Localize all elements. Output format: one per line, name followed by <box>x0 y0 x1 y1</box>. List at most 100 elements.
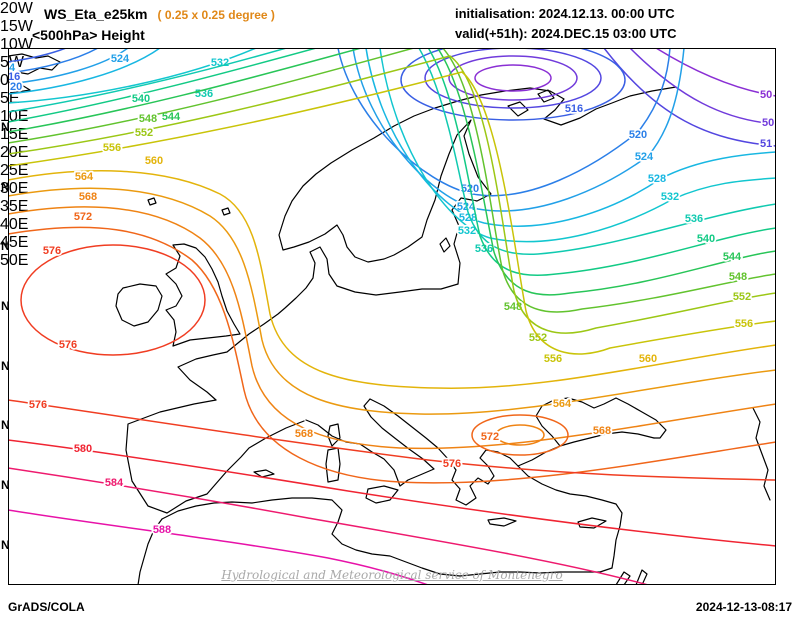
contour-label-552: 552 <box>733 291 751 303</box>
contour-label-584: 584 <box>105 477 124 489</box>
edge-contour-label: 16 <box>8 71 20 83</box>
contour-line-504 <box>655 48 776 97</box>
contour-line-508 <box>629 48 776 125</box>
contour-label-544: 544 <box>723 251 742 263</box>
edge-contour-label: 20 <box>10 81 22 93</box>
coastline-path <box>278 86 677 285</box>
contour-line-516 <box>8 48 67 63</box>
contour-line-512 <box>603 48 776 147</box>
coastline-path <box>165 243 241 347</box>
lat-tick-label: N <box>1 359 10 373</box>
coastline-path <box>577 517 607 529</box>
coastline-path <box>517 465 623 569</box>
header-model-line: WS_Eta_e25km ( 0.25 x 0.25 degree ) <box>44 6 275 22</box>
model-name: WS_Eta_e25km <box>44 6 148 22</box>
contour-label-516: 516 <box>565 103 583 115</box>
coastline-path <box>635 569 648 585</box>
contour-line-512 <box>424 48 602 109</box>
edge-contour-label: 50 <box>762 117 774 129</box>
coastline-path <box>115 283 163 327</box>
coastline-path <box>147 197 157 206</box>
contour-line-516 <box>400 48 626 121</box>
contour-label-560: 560 <box>145 155 163 167</box>
contour-label-532: 532 <box>458 225 476 237</box>
coastline-path <box>253 469 275 478</box>
contour-label-524: 524 <box>635 151 654 163</box>
coastline-path <box>177 246 459 401</box>
contour-label-576: 576 <box>43 245 61 257</box>
map-svg: 5165205205245245245285285325325325365365… <box>8 48 776 585</box>
contour-line-576 <box>8 399 776 481</box>
contour-label-556: 556 <box>103 142 121 154</box>
lon-tick-label: 10E <box>0 108 29 125</box>
contour-line-548 <box>8 48 776 313</box>
watermark: Hydrological and Meteorological service … <box>221 568 563 582</box>
lat-tick-label: N <box>1 180 10 194</box>
contour-label-576: 576 <box>59 339 77 351</box>
map-frame-border <box>8 48 776 585</box>
contour-line-524 <box>8 48 129 85</box>
contour-line-576 <box>20 244 206 356</box>
coastline-path <box>125 399 305 514</box>
contour-line-532 <box>379 48 776 243</box>
lon-tick-label: 0 <box>0 72 9 89</box>
coastline-path <box>487 517 517 527</box>
lat-tick-label: N <box>1 478 10 492</box>
coastline-path <box>537 89 555 103</box>
creation-timestamp: 2024-12-13-08:17 <box>695 600 792 614</box>
model-resolution: ( 0.25 x 0.25 degree ) <box>157 8 275 22</box>
contour-label-576: 576 <box>443 458 461 470</box>
lat-tick-label: N <box>1 120 10 134</box>
coastline-path <box>137 518 163 585</box>
coastline-path <box>161 497 613 577</box>
contour-line-572 <box>8 226 776 484</box>
edge-contour-label: 50 <box>760 89 772 101</box>
coastline-path <box>439 237 451 253</box>
lon-tick-label: 30E <box>0 180 29 197</box>
coastline-path <box>221 207 231 216</box>
contour-line-528 <box>8 48 161 95</box>
contour-label-580: 580 <box>74 443 92 455</box>
contour-label-536: 536 <box>685 213 703 225</box>
lat-tick-label: N <box>1 239 10 253</box>
contour-label-556: 556 <box>544 353 562 365</box>
lat-tick-label: N <box>1 418 10 432</box>
lat-tick-label: N <box>1 299 10 313</box>
contour-line-544 <box>8 48 776 296</box>
contour-label-556: 556 <box>735 318 753 330</box>
contour-label-568: 568 <box>295 428 313 440</box>
contour-label-564: 564 <box>75 171 94 183</box>
contour-label-528: 528 <box>648 173 666 185</box>
lon-tick-label: 45E <box>0 234 29 251</box>
contour-label-572: 572 <box>481 431 499 443</box>
lon-tick-label: 5W <box>0 54 24 71</box>
coastline-path <box>752 407 771 501</box>
contour-line-504 <box>474 64 552 92</box>
contour-label-524: 524 <box>111 53 130 65</box>
contour-line-528 <box>365 48 776 227</box>
contour-line-552 <box>8 55 776 334</box>
contour-line-536 <box>8 48 776 256</box>
lat-tick-label: N <box>1 538 10 552</box>
contour-line-520 <box>8 48 99 74</box>
contour-line-580 <box>8 439 776 547</box>
contour-label-552: 552 <box>135 127 153 139</box>
edge-contour-label: 4 <box>9 62 16 74</box>
contour-line-588 <box>8 509 429 585</box>
coastline-path <box>325 447 341 483</box>
contour-line-520 <box>337 48 671 197</box>
contour-label-540: 540 <box>697 233 715 245</box>
coastline-path <box>327 423 341 447</box>
contour-label-568: 568 <box>79 191 97 203</box>
contour-line-568 <box>495 424 545 446</box>
lon-tick-label: 15W <box>0 18 33 35</box>
contour-label-548: 548 <box>729 271 747 283</box>
contour-label-588: 588 <box>153 524 171 536</box>
lon-tick-label: 20W <box>0 0 33 17</box>
coastline-path <box>8 53 61 77</box>
contour-label-520: 520 <box>629 129 647 141</box>
coastline-path <box>365 485 399 504</box>
lon-tick-label: 35E <box>0 198 29 215</box>
contour-label-540: 540 <box>132 93 150 105</box>
